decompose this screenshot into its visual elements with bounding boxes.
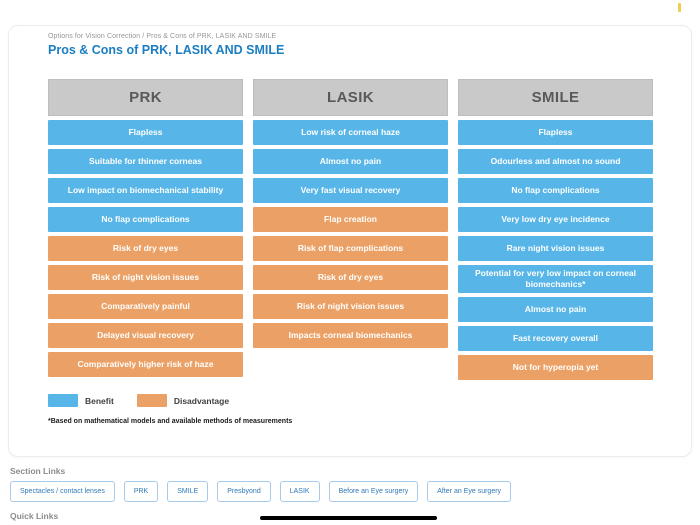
table-cell-disadvantage: Flap creation <box>253 207 448 232</box>
footnote: *Based on mathematical models and availa… <box>48 418 293 425</box>
table-cell-benefit: Almost no pain <box>458 297 653 323</box>
table-column-lasik: LASIK Low risk of corneal haze Almost no p… <box>253 79 448 380</box>
table-cell-benefit: Suitable for thinner corneas <box>48 149 243 174</box>
section-link-button[interactable]: Before an Eye surgery <box>328 481 419 502</box>
table-cell-benefit: Very low dry eye incidence <box>458 207 653 232</box>
scrollbar-thumb[interactable] <box>678 3 681 12</box>
quick-links-heading: Quick Links <box>10 511 59 521</box>
table-column-smile: SMILE Flapless Odourless and almost no sou… <box>458 79 653 381</box>
table-cell-disadvantage: Impacts corneal biomechanics <box>253 323 448 348</box>
table-column-prk: PRK Flapless Suitable for thinner corneas L… <box>48 79 243 380</box>
table-cell-benefit: Potential for very low impact on corneal… <box>458 265 653 294</box>
table-cell-benefit: Low risk of corneal haze <box>253 120 448 145</box>
comparison-table: PRK Flapless Suitable for thinner corneas L… <box>48 79 653 381</box>
column-header: PRK <box>48 79 243 116</box>
section-link-button[interactable]: After an Eye surgery <box>427 481 512 502</box>
table-cell-disadvantage: Risk of flap complications <box>253 236 448 261</box>
benefit-swatch-icon <box>48 394 78 407</box>
table-cell-benefit: Almost no pain <box>253 149 448 174</box>
table-cell-benefit: Low impact on biomechanical stability <box>48 178 243 203</box>
table-cell-benefit: Rare night vision issues <box>458 236 653 261</box>
section-link-button[interactable]: PRK <box>123 481 159 502</box>
section-link-button[interactable]: LASIK <box>279 481 320 502</box>
content-card: Options for Vision Correction / Pros & C… <box>8 25 692 457</box>
table-cell-disadvantage: Risk of night vision issues <box>253 294 448 319</box>
legend: Benefit Disadvantage <box>48 394 229 407</box>
table-cell-disadvantage: Delayed visual recovery <box>48 323 243 348</box>
column-header: SMILE <box>458 79 653 116</box>
benefit-label: Benefit <box>85 395 114 406</box>
table-cell-disadvantage: Comparatively higher risk of haze <box>48 352 243 377</box>
section-links-row: Spectacles / contact lenses PRK SMILE Presb… <box>10 481 512 502</box>
table-cell-benefit: Odourless and almost no sound <box>458 149 653 174</box>
table-cell-disadvantage: Not for hyperopia yet <box>458 355 653 381</box>
table-cell-benefit: Very fast visual recovery <box>253 178 448 203</box>
page-title: Pros & Cons of PRK, LASIK AND SMILE <box>48 43 285 57</box>
table-cell-benefit: No flap complications <box>458 178 653 203</box>
disadvantage-swatch-icon <box>136 394 167 407</box>
table-cell-benefit: Flapless <box>48 120 243 145</box>
breadcrumb[interactable]: Options for Vision Correction / Pros & C… <box>48 33 277 40</box>
table-cell-disadvantage: Risk of dry eyes <box>48 236 243 261</box>
table-cell-disadvantage: Risk of night vision issues <box>48 265 243 290</box>
section-link-button[interactable]: Presbyond <box>217 481 271 502</box>
table-cell-disadvantage: Comparatively painful <box>48 294 243 319</box>
section-link-button[interactable]: Spectacles / contact lenses <box>10 481 115 502</box>
home-indicator[interactable] <box>260 516 437 520</box>
table-cell-benefit: Fast recovery overall <box>458 326 653 352</box>
table-cell-benefit: Flapless <box>458 120 653 145</box>
disadvantage-label: Disadvantage <box>173 395 230 406</box>
column-header: LASIK <box>253 79 448 116</box>
table-cell-disadvantage: Risk of dry eyes <box>253 265 448 290</box>
section-links-heading: Section Links <box>10 466 66 476</box>
table-cell-benefit: No flap complications <box>48 207 243 232</box>
section-link-button[interactable]: SMILE <box>167 481 209 502</box>
